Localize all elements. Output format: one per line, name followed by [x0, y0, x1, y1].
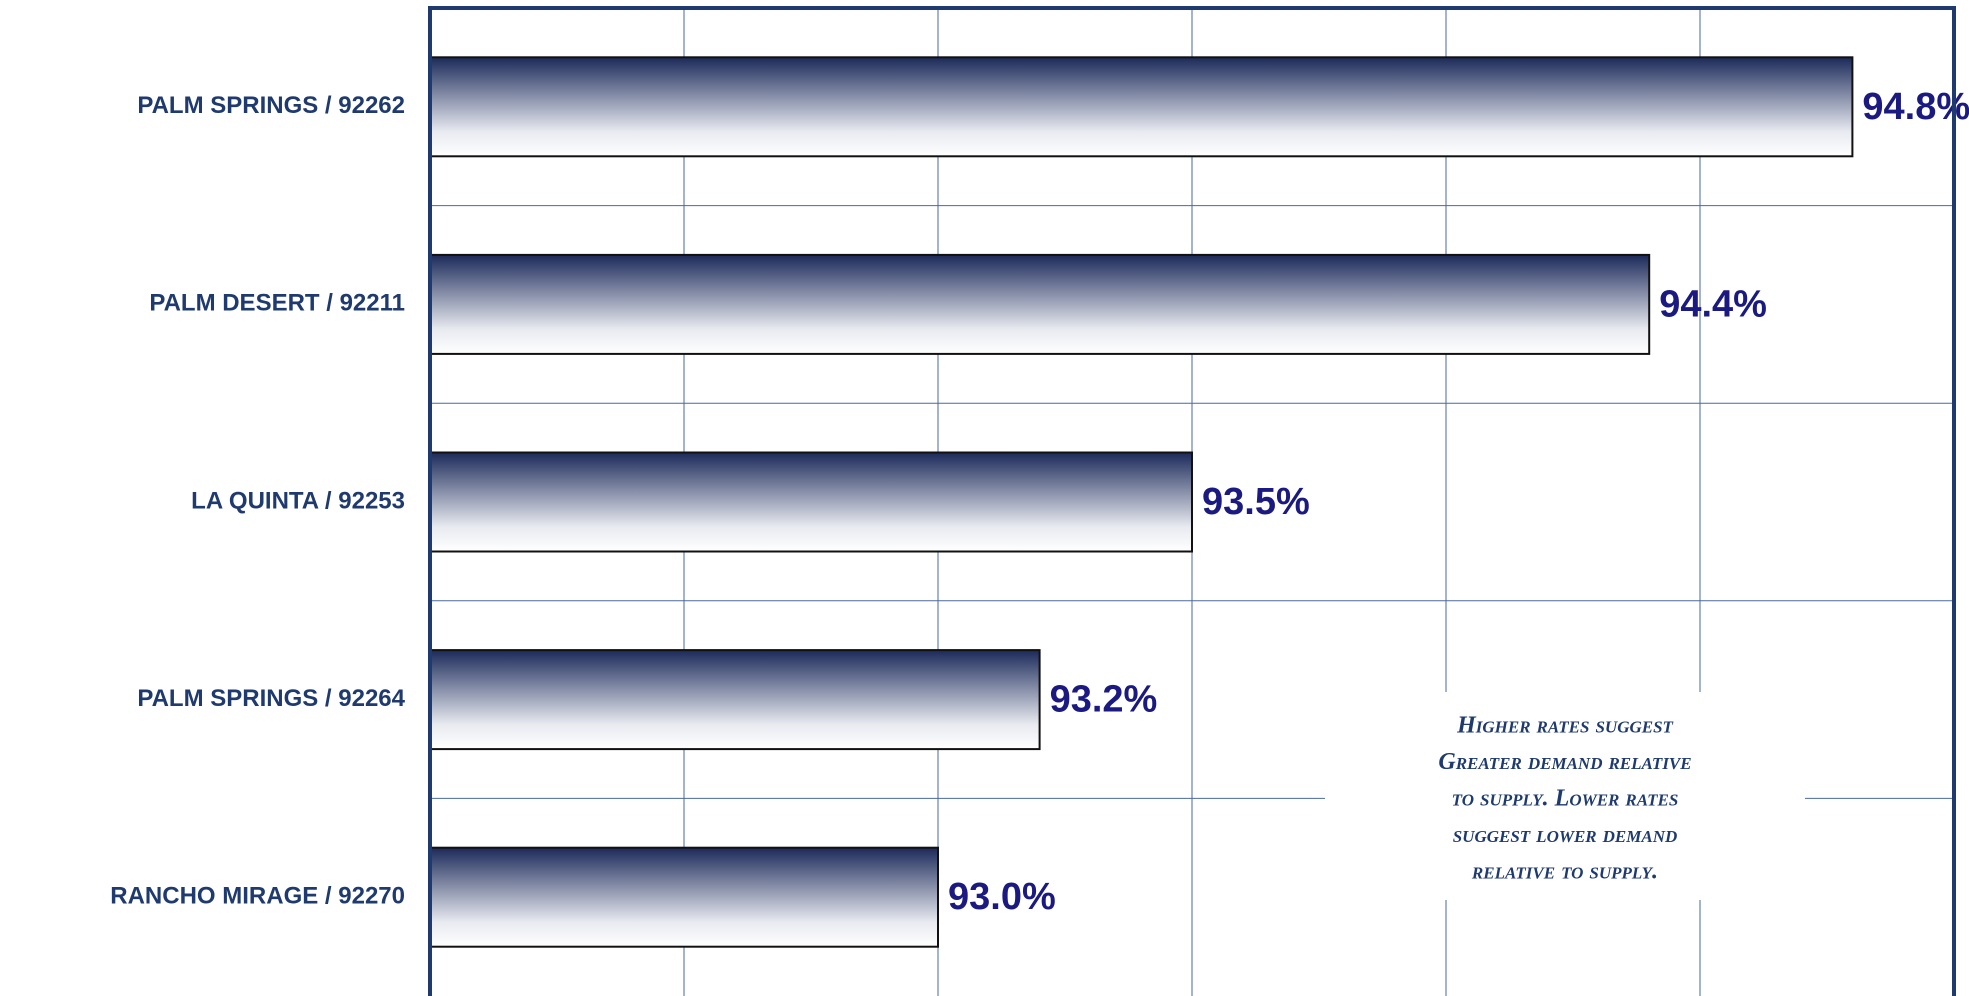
annotation-text: relative to supply. — [1471, 859, 1658, 885]
y-tick-label: LA QUINTA / 92253 — [191, 487, 405, 514]
annotation-text: to supply. Lower rates — [1452, 786, 1679, 812]
bar — [429, 253, 1651, 355]
y-tick-label: PALM SPRINGS / 92264 — [137, 685, 405, 712]
annotation-text: suggest lower demand — [1453, 822, 1678, 848]
annotation-text: Greater demand relative — [1438, 749, 1691, 775]
y-tick-label: PALM DESERT / 92211 — [149, 290, 405, 317]
y-tick-label: RANCHO MIRAGE / 92270 — [110, 883, 405, 910]
annotation-box — [1325, 692, 1805, 900]
y-tick-label: PALM SPRINGS / 92262 — [137, 92, 405, 119]
bar — [429, 56, 1854, 158]
annotation-text: Higher rates suggest — [1456, 713, 1673, 739]
bar — [429, 451, 1193, 553]
value-label: 94.4% — [1659, 283, 1767, 325]
bar — [429, 649, 1041, 751]
value-label: 93.0% — [948, 876, 1056, 918]
bar — [429, 846, 939, 948]
plot-frame — [428, 6, 1956, 996]
value-label: 93.2% — [1050, 679, 1158, 721]
value-label: 93.5% — [1202, 481, 1310, 523]
value-label: 94.8% — [1862, 86, 1969, 128]
